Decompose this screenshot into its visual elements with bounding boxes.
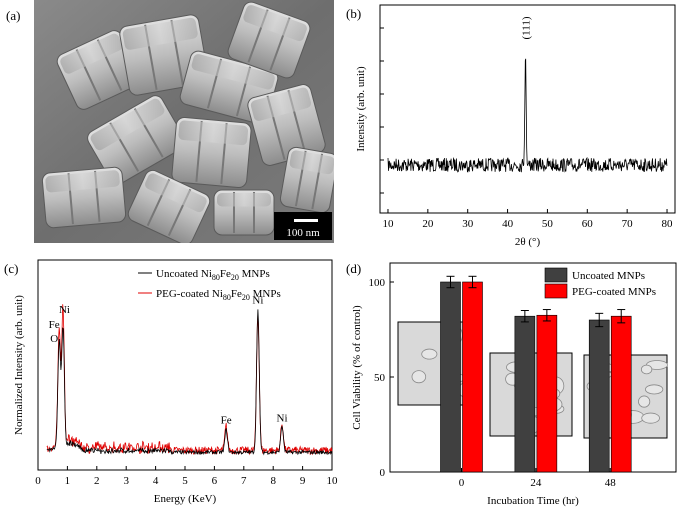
x-tick-label: 50 bbox=[542, 218, 554, 230]
scale-bar: 100 nm bbox=[274, 212, 332, 240]
panel-a: (a) 100 nm bbox=[0, 0, 340, 250]
x-axis-label: 2θ (°) bbox=[515, 236, 541, 248]
x-axis-label: Incubation Time (hr) bbox=[487, 495, 579, 507]
bar bbox=[610, 315, 632, 473]
bar bbox=[514, 315, 536, 473]
x-tick-label: 4 bbox=[153, 475, 159, 487]
x-tick-label: 2 bbox=[94, 475, 100, 487]
panel-label-b: (b) bbox=[346, 6, 362, 21]
eds-chart: 0 1 2 3 4 5 6 7 8 9 10 Energy (KeV) Normalized Inten… bbox=[13, 259, 339, 505]
x-axis-label: Energy (KeV) bbox=[154, 493, 217, 505]
eds-series-uncoated bbox=[46, 309, 333, 456]
x-tick-label: 7 bbox=[241, 475, 247, 487]
panel-c: (c) 0 1 2 3 4 5 6 7 8 9 10 Energy (KeV) Normalized I… bbox=[0, 255, 340, 507]
panel-d: (d) 0 50 100 Incubation Time (hr) Cell Viabi… bbox=[342, 255, 685, 507]
panel-label-c: (c) bbox=[4, 261, 19, 276]
sem-particles bbox=[41, 1, 334, 243]
sem-particle bbox=[227, 1, 311, 79]
legend-label: Uncoated Ni80Fe20 MNPs bbox=[156, 268, 270, 282]
panel-label-a: (a) bbox=[6, 8, 21, 23]
panel-label-d: (d) bbox=[346, 261, 362, 276]
bar bbox=[462, 281, 483, 473]
x-tick-label: 48 bbox=[605, 477, 617, 489]
x-tick-label: 5 bbox=[182, 475, 188, 487]
x-tick-label: 9 bbox=[300, 475, 306, 487]
x-tick-label: 6 bbox=[212, 475, 218, 487]
sem-particle bbox=[247, 84, 326, 166]
legend-swatch bbox=[544, 267, 568, 283]
panel-b: (b) 10 20 30 40 50 60 70 80 2θ (°) Intensity (arb… bbox=[342, 0, 685, 250]
x-tick-label: 10 bbox=[382, 218, 394, 230]
bar bbox=[536, 314, 558, 473]
x-tick-label: 30 bbox=[462, 218, 474, 230]
y-axis-label: Intensity (arb. unit) bbox=[355, 66, 367, 152]
sem-particle bbox=[41, 166, 127, 229]
sem-image: 100 nm bbox=[34, 0, 334, 243]
legend-label: PEG-coated Ni80Fe20 MNPs bbox=[156, 288, 281, 302]
x-tick-label: 80 bbox=[662, 218, 674, 230]
x-tick-label: 70 bbox=[622, 218, 634, 230]
legend-label: PEG-coated MNPs bbox=[572, 286, 656, 298]
viability-chart: 0 50 100 Incubation Time (hr) Cell Viability… bbox=[351, 262, 677, 507]
eds-series-peg bbox=[46, 304, 333, 456]
x-tick-label: 0 bbox=[459, 477, 465, 489]
x-tick-label: 40 bbox=[502, 218, 514, 230]
sem-particle bbox=[127, 169, 211, 243]
sem-particle bbox=[87, 95, 186, 185]
peak-label: Ni bbox=[59, 304, 70, 316]
peak-label: Ni bbox=[252, 295, 263, 307]
x-tick-label: 60 bbox=[582, 218, 594, 230]
peak-label: Ni bbox=[277, 412, 288, 424]
y-tick-label: 100 bbox=[369, 277, 386, 289]
peak-label: Fe bbox=[49, 319, 60, 331]
sem-particle bbox=[119, 14, 209, 96]
sem-particle bbox=[279, 146, 334, 214]
y-axis-label: Cell Viability (% of control) bbox=[351, 305, 363, 430]
peak-label: O bbox=[50, 333, 58, 345]
sem-particle bbox=[171, 117, 252, 188]
x-tick-label: 0 bbox=[35, 475, 41, 487]
legend-label: Uncoated MNPs bbox=[572, 270, 645, 282]
x-tick-label: 3 bbox=[123, 475, 129, 487]
peak-label: (111) bbox=[521, 16, 533, 39]
x-tick-label: 20 bbox=[422, 218, 434, 230]
plot-frame bbox=[379, 4, 676, 214]
legend-swatch bbox=[544, 283, 568, 299]
y-tick-label: 0 bbox=[380, 467, 386, 479]
x-tick-label: 8 bbox=[270, 475, 276, 487]
x-tick-label: 10 bbox=[327, 475, 339, 487]
x-tick-label: 1 bbox=[65, 475, 71, 487]
bar bbox=[588, 319, 610, 473]
sem-particle bbox=[213, 189, 275, 236]
xrd-chart: 10 20 30 40 50 60 70 80 2θ (°) Intensity (arb. un… bbox=[355, 4, 676, 248]
scale-bar-label: 100 nm bbox=[286, 227, 320, 239]
x-tick-label: 24 bbox=[530, 477, 542, 489]
y-tick-label: 50 bbox=[374, 372, 386, 384]
xrd-series bbox=[387, 58, 668, 173]
bar bbox=[440, 281, 461, 473]
peak-label: Fe bbox=[221, 414, 232, 426]
y-axis-label: Normalized Intensity (arb. unit) bbox=[13, 295, 25, 435]
